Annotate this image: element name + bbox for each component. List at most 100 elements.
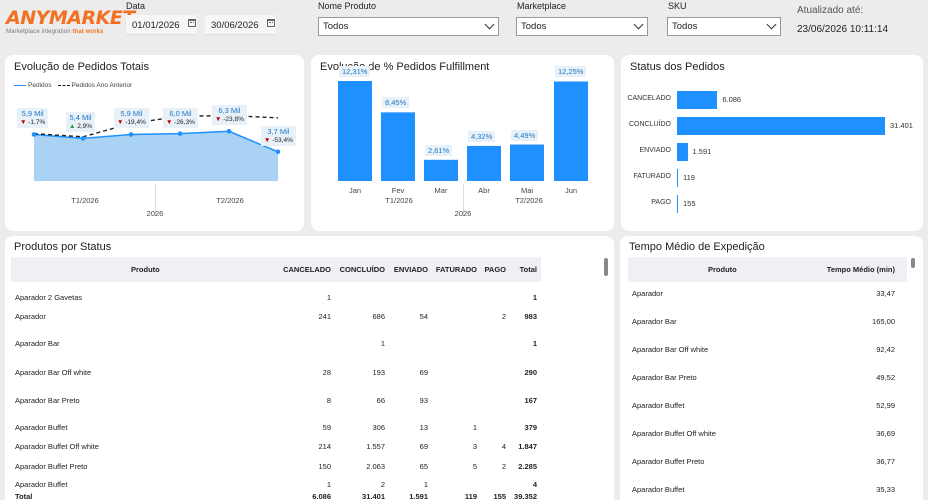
table-cell: 150 — [318, 462, 331, 471]
pedidos-point — [80, 136, 86, 141]
year-label: 2026 — [454, 209, 472, 218]
pedidos-point — [226, 129, 232, 134]
status-bar — [677, 143, 688, 161]
data-label-value: 6,0 Mil — [169, 108, 192, 118]
data-label-delta: ▼ -26,3% — [166, 118, 195, 127]
product-name: Aparador Bar — [15, 339, 60, 348]
produto-select-value: Todos — [323, 21, 349, 32]
total-label: Total — [15, 492, 33, 500]
total-cell: 155 — [493, 492, 506, 500]
column-header-tempo: Tempo Médio (min) — [826, 265, 895, 274]
brand-tagline: Marketplace integration that works — [6, 29, 104, 35]
chevron-down-icon — [766, 19, 777, 30]
table-cell: 1 — [423, 480, 428, 489]
table-cell: 2.285 — [518, 462, 537, 471]
table-cell: 5 — [472, 462, 477, 471]
table-cell: 69 — [419, 442, 428, 451]
total-cell: 119 — [464, 492, 477, 500]
calendar-icon[interactable] — [267, 19, 275, 27]
status-bar — [677, 195, 679, 213]
pedidos-point — [128, 132, 134, 137]
delta-value: 2,9% — [77, 123, 93, 131]
product-name: Aparador Buffet Preto — [15, 462, 88, 471]
marketplace-select[interactable]: Todos — [516, 17, 648, 36]
table-cell: 59 — [322, 423, 331, 432]
data-label-delta: ▼ -23,8% — [215, 115, 244, 124]
data-label-delta: ▲ 2,9% — [69, 122, 92, 131]
brand-logo: ANYMARKET Marketplace integration that w… — [6, 9, 135, 36]
triangle-down-icon: ▼ — [117, 119, 126, 127]
quarter-divider — [463, 184, 464, 216]
column-header: FATURADO — [435, 265, 477, 274]
product-name: Aparador Bar Preto — [15, 396, 80, 405]
table-cell: 686 — [372, 312, 385, 321]
calendar-icon[interactable] — [188, 19, 196, 27]
triangle-down-icon: ▼ — [264, 136, 273, 144]
status-label: ENVIADO — [639, 147, 671, 154]
quarter-label-t2: T2/2026 — [216, 196, 244, 205]
table-cell: 1 — [472, 423, 477, 432]
data-label-value: 5,9 Mil — [21, 109, 44, 119]
table-cell: 3 — [472, 442, 477, 451]
data-label-delta: ▼ -19,4% — [117, 118, 146, 127]
column-header: CONCLUÍDO — [339, 265, 385, 274]
produtos-card: Produtos por Status Produto CANCELADO CONC… — [5, 236, 614, 500]
status-value: 31.401 — [890, 121, 913, 130]
product-name: Aparador Buffet — [15, 423, 68, 432]
fulfillment-bar — [424, 159, 458, 181]
year-label: 2026 — [146, 209, 164, 218]
date-end-input[interactable]: 30/06/2026 — [205, 15, 276, 35]
x-tick-label: Mai — [520, 186, 534, 195]
data-label: 8,45% — [382, 97, 410, 109]
table-cell: 13 — [419, 423, 428, 432]
table-cell: 2 — [501, 462, 506, 471]
tempo-value: 165,00 — [872, 317, 895, 326]
pedidos-point — [275, 149, 281, 155]
product-name: Aparador Bar Off white — [632, 345, 709, 354]
table-cell: 1.847 — [518, 442, 537, 451]
data-label-value: 5,9 Mil — [120, 109, 143, 119]
legend-item-pedidos: Pedidos — [28, 82, 52, 89]
fulfillment-bar — [381, 112, 415, 181]
x-tick-label: Mar — [434, 186, 448, 195]
column-header-produto: Produto — [131, 265, 160, 274]
status-bar — [677, 169, 678, 187]
column-header: PAGO — [484, 265, 506, 274]
date-start-input[interactable]: 01/01/2026 — [126, 15, 197, 35]
chevron-down-icon — [484, 19, 495, 30]
column-header-produto: Produto — [708, 265, 737, 274]
table-cell: 66 — [376, 396, 385, 405]
status-label: CANCELADO — [627, 95, 671, 102]
table-cell: 1 — [326, 293, 331, 302]
fulfillment-bar — [467, 145, 501, 181]
x-tick-label: Fev — [391, 186, 405, 195]
produtos-scrollbar[interactable] — [604, 258, 608, 276]
fulfillment-bar — [554, 81, 588, 181]
product-name: Aparador Buffet Preto — [632, 457, 705, 466]
data-label-delta: ▼ -53,4% — [264, 136, 293, 145]
quarter-divider — [155, 184, 156, 216]
pedidos-point — [177, 131, 183, 136]
marketplace-filter-label: Marketplace — [517, 1, 567, 11]
tempo-card: Tempo Médio de Expedição Produto Tempo Mé… — [620, 236, 923, 500]
tempo-scrollbar[interactable] — [911, 258, 915, 268]
table-cell: 1.557 — [366, 442, 385, 451]
tempo-value: 36,69 — [876, 429, 895, 438]
fulfillment-bar — [510, 144, 544, 181]
produto-filter-label: Nome Produto — [318, 1, 377, 11]
column-header: ENVIADO — [393, 265, 428, 274]
legend-swatch-dashed — [57, 85, 70, 86]
sku-select[interactable]: Todos — [667, 17, 781, 36]
produto-select[interactable]: Todos — [318, 17, 499, 36]
x-tick-label: Abr — [478, 186, 490, 195]
status-label: PAGO — [651, 199, 671, 206]
status-value: 6.086 — [722, 95, 742, 104]
table-cell: 28 — [322, 368, 331, 377]
table-cell: 167 — [524, 396, 537, 405]
triangle-down-icon: ▼ — [20, 119, 29, 127]
updated-value: 23/06/2026 10:11:14 — [797, 24, 889, 35]
x-tick-label: Jan — [348, 186, 362, 195]
tempo-value: 49,52 — [876, 373, 895, 382]
pedidos-line — [33, 130, 279, 153]
product-name: Aparador Buffet — [632, 401, 685, 410]
